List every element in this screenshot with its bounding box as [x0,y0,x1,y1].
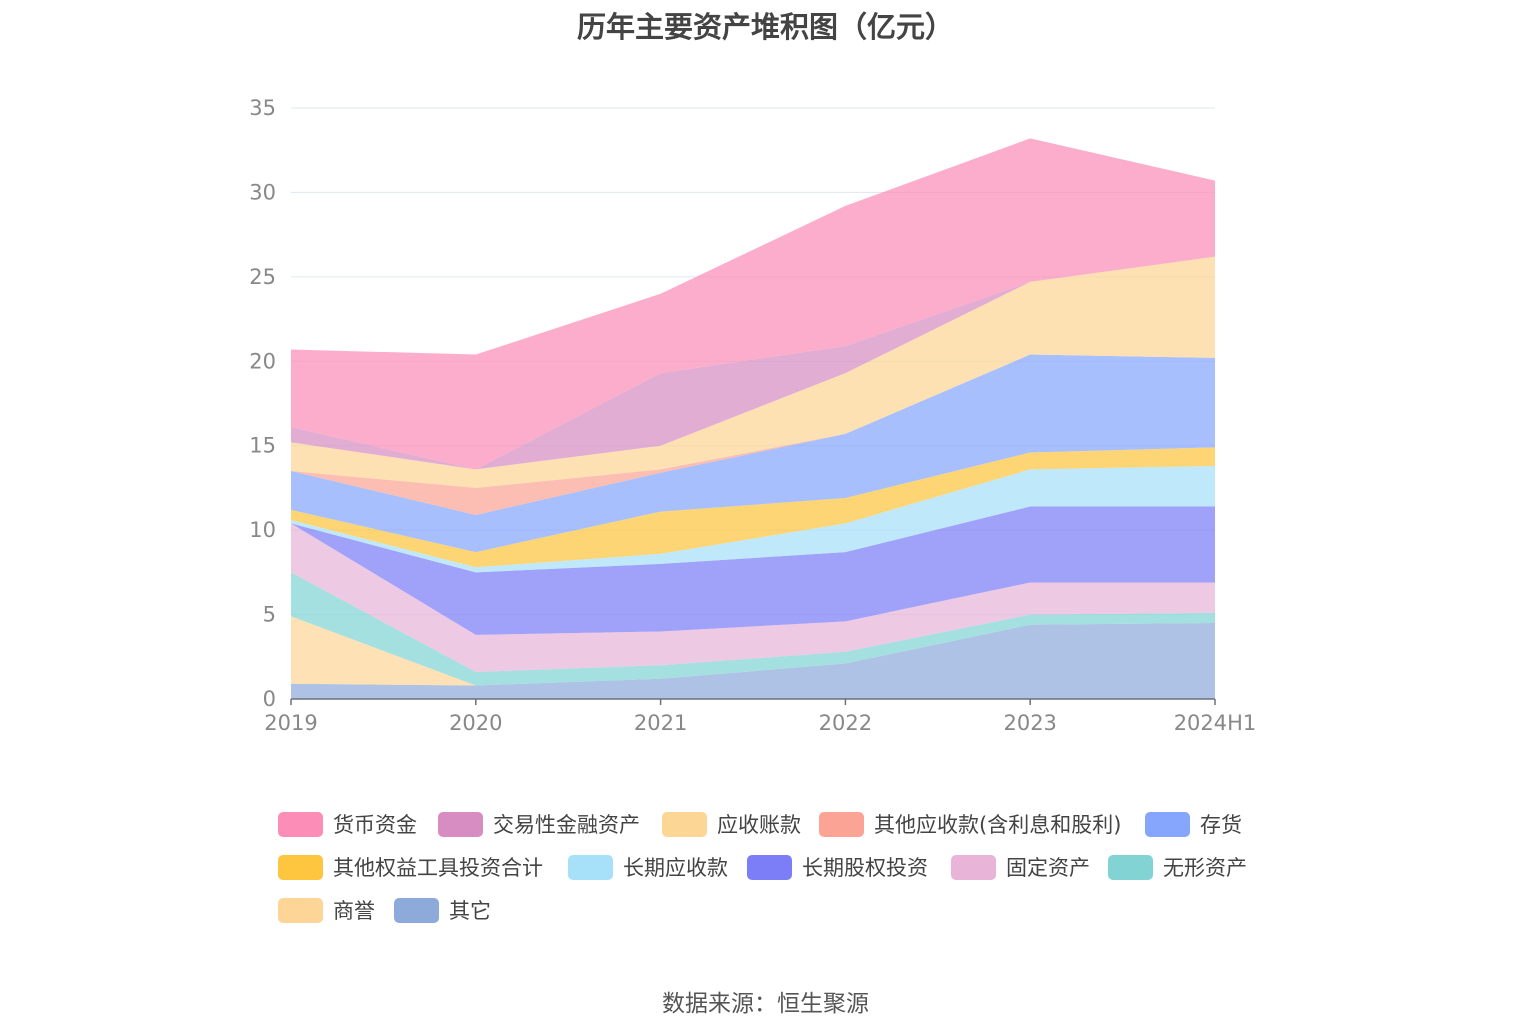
area-series-其它 [291,623,1215,699]
legend-swatch [278,854,323,880]
legend-label: 应收账款 [717,813,801,837]
x-tick-label: 2020 [449,711,502,735]
chart-title: 历年主要资产堆积图（亿元） [576,10,954,44]
legend-swatch [278,811,323,837]
legend-label: 商誉 [333,899,375,923]
legend-label: 交易性金融资产 [493,813,640,837]
area-series-应收账款 [291,256,1215,488]
legend-swatch [1145,811,1190,837]
legend-label: 长期股权投资 [802,856,928,880]
area-series-长期应收款 [291,465,1215,573]
legend-label: 无形资产 [1163,856,1247,880]
area-series-其他权益工具投资合计 [291,447,1215,568]
y-tick-label: 30 [249,180,276,204]
legend-swatch [438,811,483,837]
x-tick-label: 2024H1 [1174,711,1257,735]
area-series [291,138,1215,699]
legend-item[interactable]: 长期股权投资 [747,849,928,885]
x-tick-label: 2023 [1003,711,1056,735]
legend-label: 其它 [449,899,491,923]
legend-item[interactable]: 商誉 [278,892,375,928]
legend-item[interactable]: 其他权益工具投资合计 [278,849,543,885]
area-series-货币资金 [291,138,1215,470]
legend-item[interactable]: 其他应收款(含利息和股利) [819,806,1121,842]
area-series-固定资产 [291,523,1215,672]
legend-label: 其他权益工具投资合计 [333,856,543,880]
legend-item[interactable]: 其它 [394,892,491,928]
legend-label: 固定资产 [1006,856,1090,880]
area-series-交易性金融资产 [291,256,1215,470]
axes: 0 5 10 15 20 25 30 35 2019 2020 2021 2022 2023 2024H1 [249,96,1256,735]
legend-swatch [819,811,864,837]
y-tick-label: 25 [249,265,276,289]
area-series-无形资产 [291,572,1215,686]
legend-item[interactable]: 应收账款 [662,806,801,842]
legend-swatch [1108,854,1153,880]
area-series-商誉 [291,616,1215,686]
legend-swatch [747,854,792,880]
legend-label: 货币资金 [333,813,417,837]
legend-item[interactable]: 货币资金 [278,806,417,842]
data-source-note: 数据来源：恒生聚源 [662,991,869,1017]
legend-swatch [394,897,439,923]
y-tick-label: 20 [249,349,276,373]
y-tick-label: 0 [263,687,276,711]
legend-item[interactable]: 交易性金融资产 [438,806,640,842]
y-tick-label: 5 [263,603,276,627]
area-series-存货 [291,354,1215,553]
legend-swatch [278,897,323,923]
legend-item[interactable]: 长期应收款 [568,849,728,885]
stacked-area-chart: 0 5 10 15 20 25 30 35 2019 2020 2021 2022 2023 2024H1 [249,96,1256,735]
legend-swatch [568,854,613,880]
legend-label: 存货 [1200,813,1242,837]
x-tick-label: 2022 [819,711,872,735]
y-tick-label: 35 [249,96,276,120]
legend-swatch [951,854,996,880]
legend-swatch [662,811,707,837]
x-tick-label: 2019 [264,711,317,735]
legend-label: 其他应收款(含利息和股利) [874,813,1122,837]
x-tick-label: 2021 [634,711,687,735]
legend-item[interactable]: 无形资产 [1108,849,1247,885]
legend-item[interactable]: 固定资产 [951,849,1090,885]
area-series-长期股权投资 [291,506,1215,635]
legend-item[interactable]: 存货 [1145,806,1242,842]
y-tick-label: 10 [249,518,276,542]
legend-label: 长期应收款 [623,856,728,880]
y-tick-label: 15 [249,434,276,458]
